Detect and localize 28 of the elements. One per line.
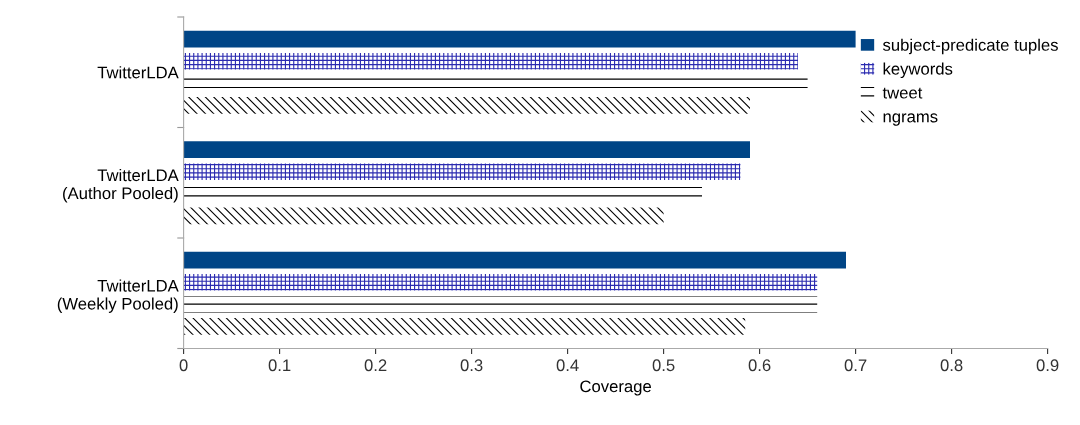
y-tick-label: TwitterLDA (Author Pooled) (63, 168, 179, 203)
bar (183, 207, 664, 225)
bar (183, 163, 741, 180)
x-tick-label: 0.3 (460, 359, 483, 372)
x-tick-label: 0 (179, 359, 188, 372)
bar (183, 30, 856, 48)
bar (183, 52, 798, 70)
x-axis-title: Coverage (580, 380, 651, 396)
x-tick-label: 0.5 (652, 359, 675, 372)
x-tick-label: 0.1 (268, 359, 291, 372)
y-tick-label: TwitterLDA (97, 66, 179, 79)
x-tick-label: 0.9 (1036, 359, 1059, 372)
bar (183, 141, 750, 158)
x-tick-label: 0.7 (844, 359, 867, 372)
bar (183, 318, 746, 335)
bar (183, 251, 846, 269)
x-tick-label: 0.4 (556, 359, 579, 372)
bar (183, 97, 750, 114)
legend-label: keywords (883, 62, 953, 79)
bar (183, 296, 818, 313)
x-tick-label: 0.2 (364, 359, 387, 372)
legend-label: ngrams (883, 113, 938, 126)
x-tick-label: 0.8 (940, 359, 963, 372)
legend-label: subject-predicate tuples (882, 38, 1058, 55)
y-tick-label: TwitterLDA (Weekly Pooled) (57, 279, 179, 313)
legend-label: tweet (882, 87, 923, 99)
bar (183, 273, 818, 291)
x-tick-label: 0.6 (748, 359, 771, 372)
